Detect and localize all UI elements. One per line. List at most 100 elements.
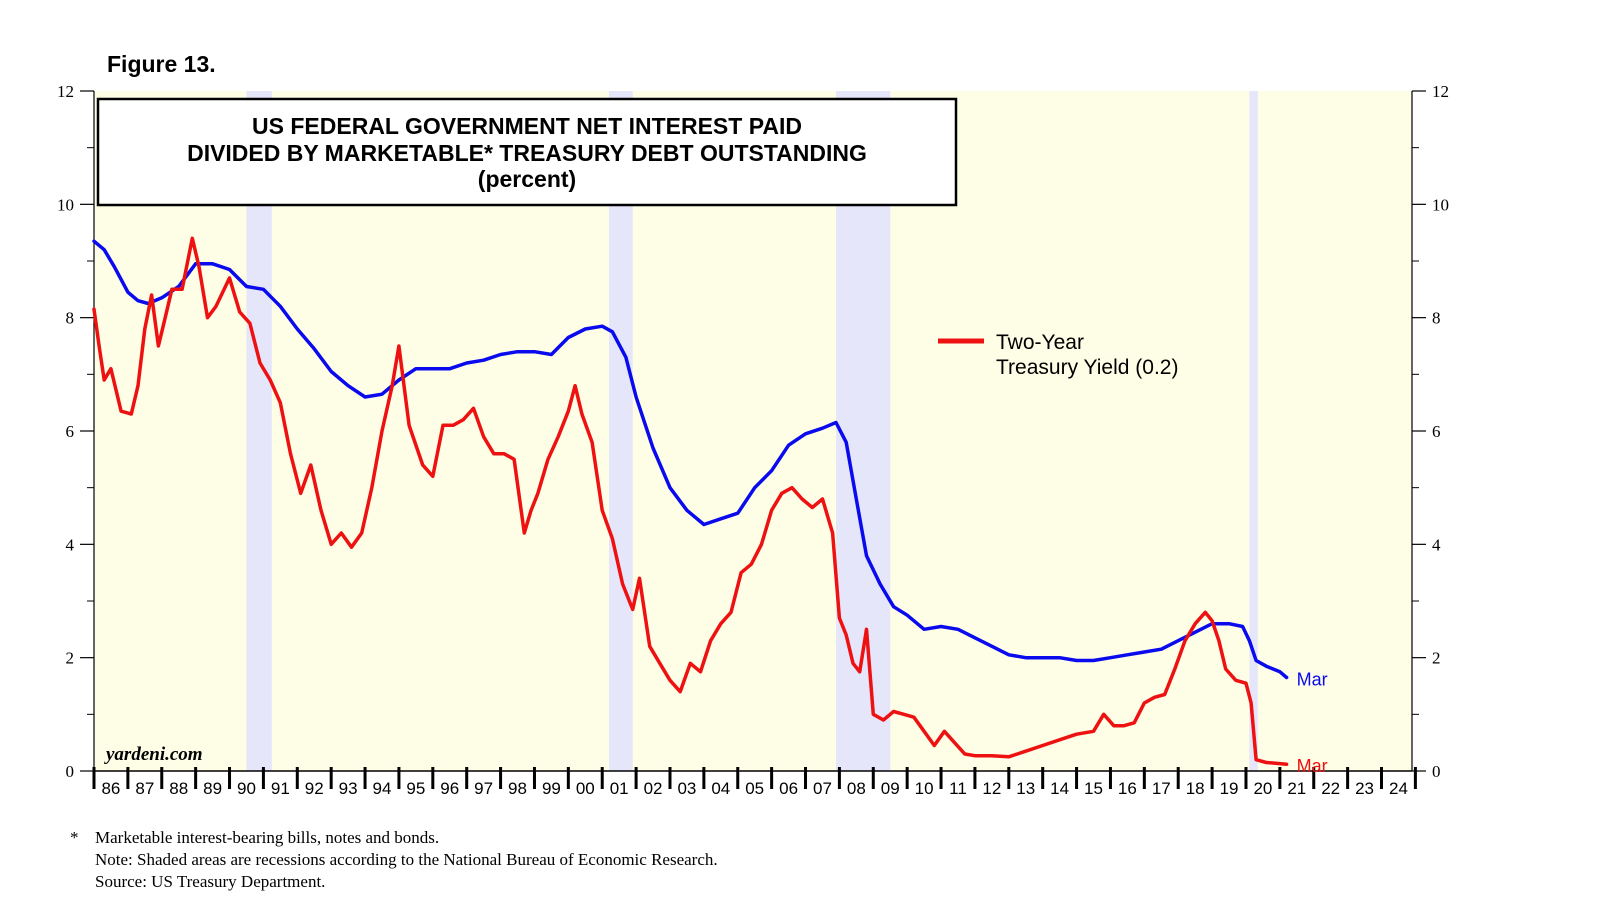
x-year-tick-17 xyxy=(668,767,672,789)
x-year-tick-37 xyxy=(1346,767,1350,789)
x-tick-label-03: 03 xyxy=(677,779,696,798)
x-year-tick-31 xyxy=(1142,767,1146,789)
x-tick-label-96: 96 xyxy=(440,779,459,798)
x-tick-label-06: 06 xyxy=(779,779,798,798)
x-tick-label-20: 20 xyxy=(1253,779,1272,798)
x-tick-label-99: 99 xyxy=(542,779,561,798)
x-tick-label-14: 14 xyxy=(1050,779,1069,798)
recession-band-4 xyxy=(1249,91,1258,771)
x-year-tick-21 xyxy=(804,767,808,789)
y-tick-label-left-2: 2 xyxy=(66,649,75,668)
x-year-tick-27 xyxy=(1007,767,1011,789)
x-tick-label-89: 89 xyxy=(203,779,222,798)
legend: Two-Year Treasury Yield (0.2) xyxy=(938,331,1178,379)
end-label-net-interest: Mar xyxy=(1297,670,1328,690)
series-layer: Mar Mar xyxy=(92,236,1328,776)
x-year-tick-15 xyxy=(600,767,604,789)
x-tick-label-93: 93 xyxy=(339,779,358,798)
x-year-tick-4 xyxy=(228,767,232,789)
x-year-tick-34 xyxy=(1244,767,1248,789)
x-year-tick-6 xyxy=(295,767,299,789)
x-year-tick-36 xyxy=(1312,767,1316,789)
title-box-border xyxy=(96,97,958,207)
chart-title-line-1: US FEDERAL GOVERNMENT NET INTEREST PAID xyxy=(252,113,802,139)
y-tick-label-right-2: 2 xyxy=(1432,649,1441,668)
x-year-tick-1 xyxy=(126,767,130,789)
x-year-tick-30 xyxy=(1108,767,1112,789)
x-year-tick-10 xyxy=(431,767,435,789)
y-tick-label-right-4: 4 xyxy=(1432,535,1441,554)
series-line-two-year-yield xyxy=(92,236,1289,766)
x-tick-label-02: 02 xyxy=(644,779,663,798)
x-tick-label-00: 00 xyxy=(576,779,595,798)
y-tick-label-right-0: 0 xyxy=(1432,762,1441,781)
x-tick-label-04: 04 xyxy=(711,779,730,798)
x-year-tick-3 xyxy=(194,767,198,789)
chart-title-box: US FEDERAL GOVERNMENT NET INTEREST PAID … xyxy=(96,97,958,207)
footnote-2: Note: Shaded areas are recessions accord… xyxy=(95,850,718,869)
y-tick-label-left-10: 10 xyxy=(57,195,74,214)
x-tick-label-95: 95 xyxy=(406,779,425,798)
series-line-net-interest xyxy=(92,239,1289,680)
x-tick-label-98: 98 xyxy=(508,779,527,798)
x-tick-label-86: 86 xyxy=(101,779,120,798)
x-year-tick-0 xyxy=(92,767,96,789)
x-year-tick-38 xyxy=(1380,767,1384,789)
x-year-tick-9 xyxy=(397,767,401,789)
x-year-tick-18 xyxy=(702,767,706,789)
x-year-tick-5 xyxy=(261,767,265,789)
x-year-tick-8 xyxy=(363,767,367,789)
x-year-tick-12 xyxy=(499,767,503,789)
y-tick-label-right-6: 6 xyxy=(1432,422,1441,441)
footnote-1: Marketable interest-bearing bills, notes… xyxy=(95,828,439,847)
x-year-tick-11 xyxy=(465,767,469,789)
y-axis-left: 0 2 4 6 8 10 12 xyxy=(57,82,95,781)
x-tick-label-24: 24 xyxy=(1389,779,1408,798)
y-axis-right: 0 2 4 6 8 10 12 xyxy=(1411,82,1449,781)
x-tick-label-19: 19 xyxy=(1220,779,1239,798)
watermark: yardeni.com xyxy=(104,744,203,765)
x-year-tick-24 xyxy=(905,767,909,789)
x-year-tick-7 xyxy=(329,767,333,789)
x-year-tick-29 xyxy=(1075,767,1079,789)
x-tick-label-07: 07 xyxy=(813,779,832,798)
x-tick-label-11: 11 xyxy=(949,779,967,798)
x-tick-label-15: 15 xyxy=(1084,779,1103,798)
footnote-marker: * xyxy=(70,828,79,847)
x-tick-label-01: 01 xyxy=(610,779,629,798)
end-label-two-year-yield: Mar xyxy=(1297,756,1328,776)
x-year-tick-20 xyxy=(770,767,774,789)
x-tick-label-22: 22 xyxy=(1321,779,1340,798)
x-tick-label-21: 21 xyxy=(1287,779,1306,798)
x-year-tick-25 xyxy=(939,767,943,789)
x-tick-label-18: 18 xyxy=(1186,779,1205,798)
x-year-tick-22 xyxy=(837,767,841,789)
x-tick-label-92: 92 xyxy=(305,779,324,798)
x-year-tick-32 xyxy=(1176,767,1180,789)
x-tick-label-23: 23 xyxy=(1355,779,1374,798)
x-tick-label-91: 91 xyxy=(271,779,290,798)
x-tick-label-88: 88 xyxy=(169,779,188,798)
x-year-tick-28 xyxy=(1041,767,1045,789)
x-tick-label-12: 12 xyxy=(982,779,1001,798)
x-tick-label-08: 08 xyxy=(847,779,866,798)
x-tick-label-94: 94 xyxy=(373,779,392,798)
x-year-tick-13 xyxy=(532,767,536,789)
x-year-tick-26 xyxy=(973,767,977,789)
x-year-tick-35 xyxy=(1278,767,1282,789)
y-tick-label-left-12: 12 xyxy=(57,82,74,101)
x-tick-label-87: 87 xyxy=(135,779,154,798)
x-tick-label-90: 90 xyxy=(237,779,256,798)
y-tick-label-left-4: 4 xyxy=(66,535,75,554)
x-tick-label-09: 09 xyxy=(881,779,900,798)
x-tick-label-05: 05 xyxy=(745,779,764,798)
x-year-tick-14 xyxy=(566,767,570,789)
y-tick-label-right-12: 12 xyxy=(1432,82,1449,101)
legend-label-line-1: Two-Year xyxy=(996,331,1084,354)
chart-title-line-3: (percent) xyxy=(478,166,576,192)
legend-label-line-2: Treasury Yield (0.2) xyxy=(996,356,1178,379)
recession-band-2 xyxy=(609,91,633,771)
x-year-tick-33 xyxy=(1210,767,1214,789)
x-axis: 86 87 88 89 90 91 92 93 94 95 96 97 98 99 00 01 02 03 04 05… xyxy=(92,767,1417,798)
